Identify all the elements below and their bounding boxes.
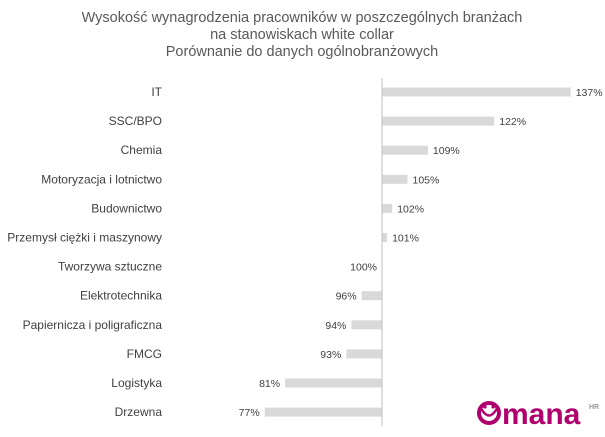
value-label: 77% [239,407,260,419]
category-label: Drzewna [115,405,163,419]
value-label: 93% [320,349,341,361]
mana-logo: mana HR [477,398,599,431]
value-label: 100% [350,262,377,274]
mana-logo-text: mana [502,398,581,431]
category-label: FMCG [127,347,162,361]
mana-logo-hr: HR [589,404,599,411]
category-label: Papiernicza i poligraficzna [23,318,163,332]
bar [382,145,428,155]
chart-title-line: Wysokość wynagrodzenia pracowników w pos… [82,10,523,26]
category-label: IT [151,85,162,99]
value-label: 109% [433,145,460,157]
value-label: 94% [325,320,346,332]
bar [361,291,382,301]
value-label: 137% [576,87,603,99]
bar [382,87,571,97]
bar [285,378,382,388]
bar [346,349,382,359]
value-label: 96% [336,291,357,303]
category-label: SSC/BPO [109,114,162,128]
category-labels: IT SSC/BPO Chemia Motoryzacja i lotnictwo Bu… [7,85,162,419]
mana-logo-icon [477,401,501,425]
value-label: 102% [397,203,424,215]
chart-title-line: Porównanie do danych ogólnobranżowych [166,44,438,60]
bar [382,233,388,242]
value-label: 101% [392,233,419,245]
chart-title-line: na stanowiskach white collar [210,27,394,43]
category-label: Budownictwo [91,201,162,215]
value-label: 105% [413,174,440,186]
bar [264,407,382,417]
category-label: Chemia [121,143,163,157]
bars [264,87,571,417]
chart-title: Wysokość wynagrodzenia pracowników w pos… [82,10,523,60]
bar [351,320,382,330]
category-label: Przemysł ciężki i maszynowy [7,231,162,245]
category-label: Elektrotechnika [80,289,162,303]
value-labels: 137% 122% 109% 105% 102% 101% 100% 96% 94% 93% 81%… [239,87,603,419]
value-label: 122% [499,116,526,128]
value-label: 81% [259,378,280,390]
category-label: Logistyka [111,376,162,390]
category-label: Motoryzacja i lotnictwo [41,172,162,186]
bar [382,203,393,213]
category-label: Tworzywa sztuczne [58,260,162,274]
bar [382,116,495,126]
bar [382,174,408,184]
